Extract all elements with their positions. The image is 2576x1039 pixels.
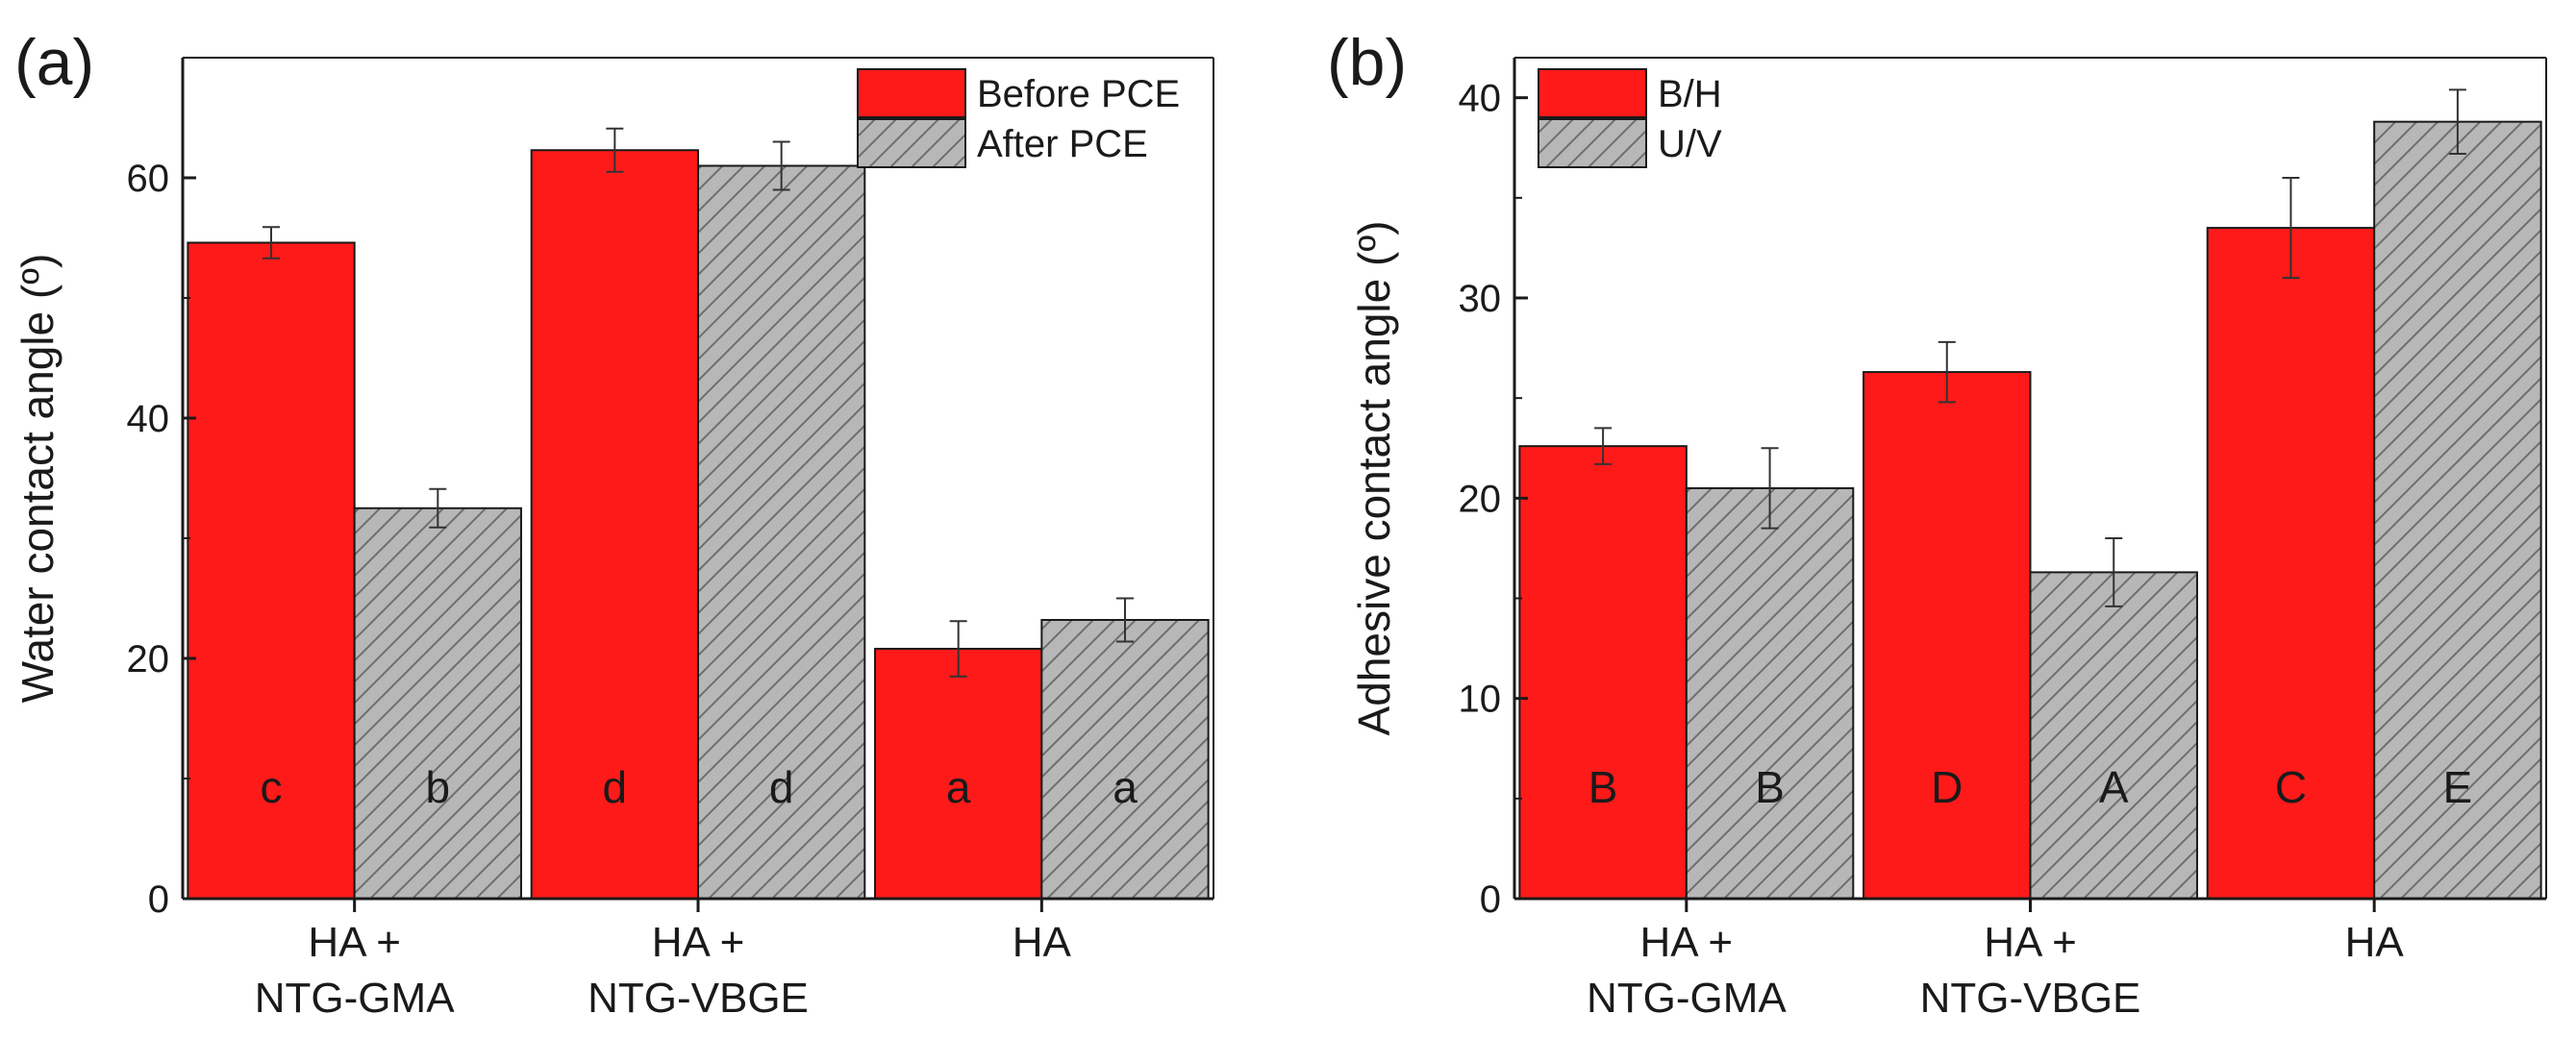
x-tick-label: HA: [1013, 919, 1072, 966]
x-tick-label: HA: [2345, 919, 2405, 966]
x-tick-label: HA + NTG-GMA: [255, 919, 455, 1022]
legend-label: Before PCE: [977, 73, 1180, 115]
significance-letter: c: [261, 762, 283, 812]
significance-letter: b: [426, 762, 451, 812]
bar: [353, 507, 522, 900]
significance-letter: d: [769, 762, 794, 812]
y-tick-label: 40: [127, 398, 170, 440]
bar: [2373, 120, 2542, 900]
significance-letter: E: [2443, 762, 2473, 812]
y-tick-label: 30: [1459, 278, 1502, 320]
x-tick-label: HA + NTG-VBGE: [588, 919, 809, 1022]
significance-letter: C: [2275, 762, 2307, 812]
panel-b: (b) B D C B A E 0 10 20 30 40 HA + NTG-GMA HA + NTG-VBG…: [1327, 26, 2547, 1022]
significance-letter: B: [1588, 762, 1618, 812]
y-tick-label: 0: [1480, 878, 1501, 921]
significance-letter: d: [603, 762, 628, 812]
y-axis-title: Adhesive contact angle (º): [1349, 221, 1399, 736]
legend-label: After PCE: [977, 123, 1148, 165]
legend-label: U/V: [1658, 123, 1722, 165]
x-tick-label: HA + NTG-GMA: [1587, 919, 1787, 1022]
y-tick-label: 10: [1459, 679, 1502, 721]
y-tick-label: 20: [127, 638, 170, 680]
bar: [2029, 571, 2198, 901]
significance-letter: a: [1113, 762, 1138, 812]
y-tick-label: 20: [1459, 478, 1502, 520]
significance-letter: a: [946, 762, 971, 812]
y-tick-label: 40: [1459, 78, 1502, 120]
legend-swatch: [857, 118, 966, 168]
significance-letter: B: [1755, 762, 1785, 812]
bar: [1518, 445, 1688, 900]
panel-a: (a) c d a b d a 0 20 40 60 HA + NTG-GMA HA + NTG-VBGE H…: [13, 26, 1214, 1022]
legend-swatch: [1538, 68, 1647, 118]
panel-label: (a): [14, 26, 94, 99]
bar: [1685, 486, 1855, 900]
legend-swatch: [1538, 118, 1647, 168]
y-axis-title: Water contact angle (º): [13, 254, 63, 704]
legend-swatch: [857, 68, 966, 118]
bar: [1863, 371, 2032, 901]
bar: [1040, 619, 1210, 900]
legend-label: B/H: [1658, 73, 1722, 115]
bar: [187, 241, 356, 900]
y-tick-label: 0: [148, 878, 169, 921]
significance-letter: D: [1931, 762, 1963, 812]
y-tick-label: 60: [127, 158, 170, 200]
x-tick-label: HA + NTG-VBGE: [1920, 919, 2141, 1022]
significance-letter: A: [2099, 762, 2129, 812]
panel-label: (b): [1327, 26, 1407, 99]
bar: [874, 648, 1043, 900]
